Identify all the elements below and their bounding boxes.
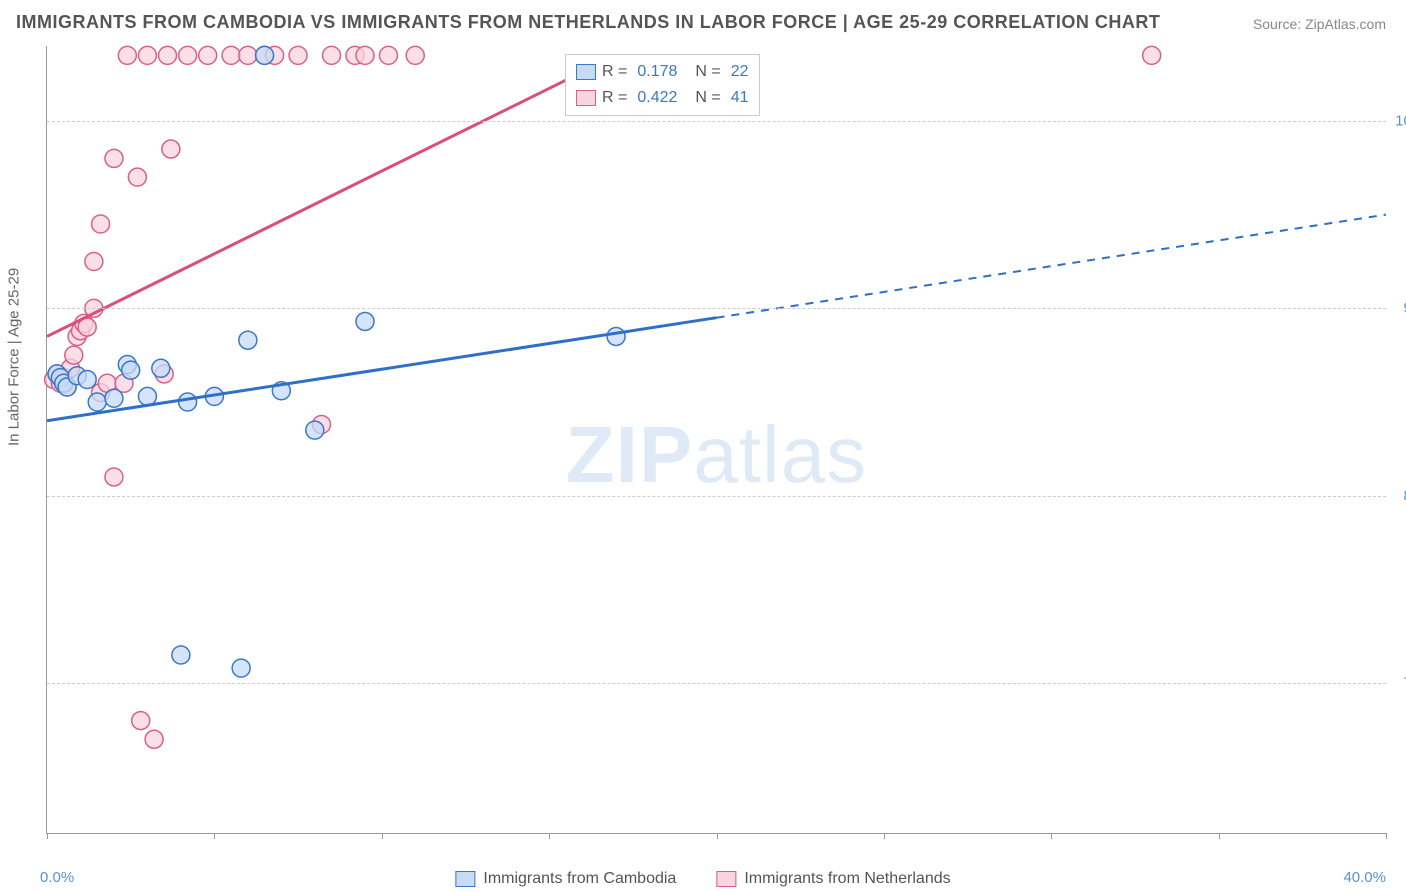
source-attribution: Source: ZipAtlas.com (1253, 16, 1386, 32)
stats-legend: R = 0.178 N = 22 R = 0.422 N = 41 (565, 54, 760, 116)
n-label: N = (695, 59, 720, 85)
scatter-point (199, 46, 217, 64)
scatter-point (406, 46, 424, 64)
gridline-h (47, 121, 1386, 122)
plot-area: ZIPatlas 70.0%80.0%90.0%100.0% (46, 46, 1386, 834)
gridline-h (47, 308, 1386, 309)
x-tick (549, 833, 550, 839)
scatter-point (239, 331, 257, 349)
y-axis-title: In Labor Force | Age 25-29 (6, 268, 23, 446)
scatter-point (232, 659, 250, 677)
gridline-h (47, 496, 1386, 497)
x-tick (382, 833, 383, 839)
scatter-point (1143, 46, 1161, 64)
scatter-point (65, 346, 83, 364)
swatch-cambodia (576, 64, 596, 80)
x-tick (1051, 833, 1052, 839)
trend-line (47, 55, 616, 336)
scatter-point (222, 46, 240, 64)
scatter-point (239, 46, 257, 64)
scatter-point (172, 646, 190, 664)
x-tick (214, 833, 215, 839)
scatter-point (289, 46, 307, 64)
stats-row-netherlands: R = 0.422 N = 41 (576, 85, 749, 111)
scatter-point (118, 46, 136, 64)
scatter-point (159, 46, 177, 64)
legend-item-cambodia: Immigrants from Cambodia (455, 870, 676, 888)
x-tick (1219, 833, 1220, 839)
correlation-chart: IMMIGRANTS FROM CAMBODIA VS IMMIGRANTS F… (0, 0, 1406, 892)
scatter-point (179, 46, 197, 64)
scatter-point (356, 46, 374, 64)
stats-row-cambodia: R = 0.178 N = 22 (576, 59, 749, 85)
scatter-point (306, 421, 324, 439)
n-label-2: N = (695, 85, 720, 111)
trend-line (47, 318, 717, 421)
r-label-2: R = (602, 85, 627, 111)
scatter-point (78, 371, 96, 389)
scatter-point (379, 46, 397, 64)
x-tick (1386, 833, 1387, 839)
scatter-point (152, 359, 170, 377)
y-tick-label: 100.0% (1395, 112, 1406, 129)
scatter-point (128, 168, 146, 186)
legend-item-netherlands: Immigrants from Netherlands (716, 870, 950, 888)
scatter-point (323, 46, 341, 64)
x-tick (884, 833, 885, 839)
scatter-point (92, 215, 110, 233)
legend-swatch-netherlands (716, 871, 736, 887)
scatter-point (162, 140, 180, 158)
scatter-point (88, 393, 106, 411)
legend-swatch-cambodia (455, 871, 475, 887)
chart-title: IMMIGRANTS FROM CAMBODIA VS IMMIGRANTS F… (16, 12, 1160, 33)
scatter-point (122, 361, 140, 379)
gridline-h (47, 683, 1386, 684)
r-label: R = (602, 59, 627, 85)
scatter-point (132, 712, 150, 730)
n-value-cambodia: 22 (731, 59, 749, 85)
swatch-netherlands (576, 90, 596, 106)
scatter-point (145, 730, 163, 748)
x-axis-max-label: 40.0% (1343, 869, 1386, 886)
r-value-netherlands: 0.422 (637, 85, 677, 111)
scatter-point (105, 389, 123, 407)
scatter-point (356, 312, 374, 330)
scatter-point (138, 46, 156, 64)
scatter-point (105, 149, 123, 167)
x-tick (717, 833, 718, 839)
scatter-point (179, 393, 197, 411)
scatter-point (138, 387, 156, 405)
legend-label-cambodia: Immigrants from Cambodia (483, 870, 676, 888)
x-axis-min-label: 0.0% (40, 869, 74, 886)
r-value-cambodia: 0.178 (637, 59, 677, 85)
series-legend: Immigrants from Cambodia Immigrants from… (455, 870, 950, 888)
legend-label-netherlands: Immigrants from Netherlands (744, 870, 950, 888)
scatter-point (85, 252, 103, 270)
scatter-point (105, 468, 123, 486)
scatter-point (256, 46, 274, 64)
scatter-point (607, 327, 625, 345)
trend-line-extension (717, 215, 1387, 318)
n-value-netherlands: 41 (731, 85, 749, 111)
plot-svg (47, 46, 1386, 833)
x-tick (47, 833, 48, 839)
